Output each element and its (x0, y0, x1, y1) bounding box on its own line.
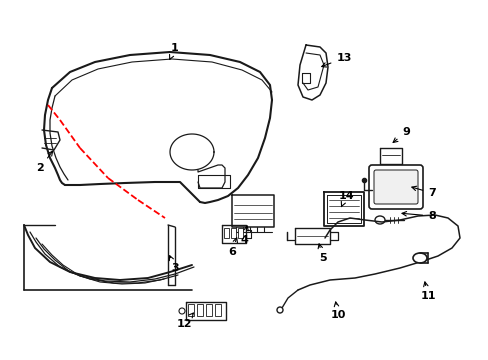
Text: 1: 1 (169, 43, 179, 59)
Text: 2: 2 (36, 151, 53, 173)
Text: 4: 4 (240, 226, 248, 245)
Text: 9: 9 (392, 127, 409, 143)
FancyBboxPatch shape (215, 304, 221, 316)
Ellipse shape (276, 307, 283, 313)
FancyBboxPatch shape (368, 165, 422, 209)
Text: 10: 10 (329, 302, 345, 320)
Ellipse shape (179, 308, 184, 314)
Text: 13: 13 (321, 53, 351, 67)
Text: 7: 7 (411, 186, 435, 198)
Ellipse shape (412, 253, 426, 263)
FancyBboxPatch shape (230, 228, 236, 238)
FancyBboxPatch shape (205, 304, 212, 316)
Text: 8: 8 (401, 211, 435, 221)
FancyBboxPatch shape (187, 304, 194, 316)
Ellipse shape (374, 216, 384, 224)
Text: 5: 5 (318, 244, 326, 263)
FancyBboxPatch shape (224, 228, 228, 238)
Text: 6: 6 (227, 238, 237, 257)
Text: 14: 14 (338, 191, 353, 207)
Text: 3: 3 (169, 256, 179, 273)
FancyBboxPatch shape (197, 304, 203, 316)
Text: 12: 12 (176, 313, 193, 329)
FancyBboxPatch shape (373, 170, 417, 204)
Text: 11: 11 (419, 282, 435, 301)
FancyBboxPatch shape (238, 228, 243, 238)
